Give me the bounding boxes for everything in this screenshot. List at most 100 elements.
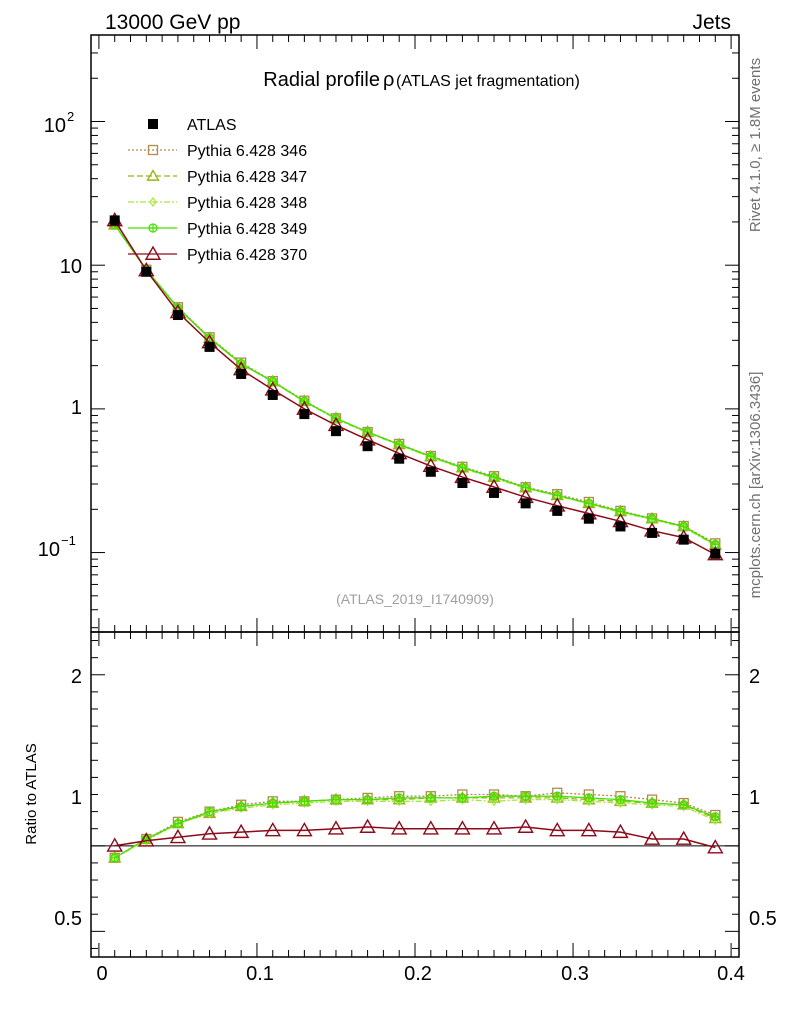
legend-symbols xyxy=(128,119,177,260)
legend-symbol-pythia-6-428-370 xyxy=(144,245,162,260)
x-tick-label-0.2: 0.2 xyxy=(404,963,432,985)
ratio-point-pythia-6-428-348 xyxy=(427,796,435,807)
ratio-point-pythia-6-428-349 xyxy=(647,798,657,808)
main-line-pythia-6-428-370 xyxy=(114,219,716,556)
ratio-line-pythia-6-428-346 xyxy=(114,792,716,859)
ratio-point-pythia-6-428-349 xyxy=(110,853,120,863)
ratio-y-tick-label-right-1: 1 xyxy=(749,787,760,809)
main-point-atlas xyxy=(394,453,405,464)
ratio-point-pythia-6-428-349-cross xyxy=(679,800,688,809)
main-point-atlas xyxy=(615,521,626,532)
ratio-point-pythia-6-428-370 xyxy=(707,839,724,854)
ratio-point-pythia-6-428-370 xyxy=(643,830,661,845)
series-layer xyxy=(106,211,724,863)
ratio-point-pythia-6-428-349-cross xyxy=(553,792,562,801)
ratio-y-tick-label-right-2: 2 xyxy=(749,666,760,688)
main-point-atlas xyxy=(710,548,721,559)
main-line-pythia-6-428-347 xyxy=(114,224,716,546)
x-tick-label-0.3: 0.3 xyxy=(561,963,589,985)
ratio-point-pythia-6-428-349-cross xyxy=(110,853,119,862)
ratio-point-pythia-6-428-349 xyxy=(584,793,594,803)
legend-label-347: Pythia 6.428 347 xyxy=(187,169,307,186)
ratio-point-pythia-6-428-349 xyxy=(362,794,373,805)
ratio-point-pythia-6-428-349-cross xyxy=(521,792,530,801)
chart-subtitle: (ATLAS jet fragmentation) xyxy=(396,73,580,90)
ratio-point-pythia-6-428-370 xyxy=(485,820,503,835)
ratio-point-pythia-6-428-347 xyxy=(487,791,501,803)
main-point-atlas xyxy=(552,505,563,516)
ratio-point-pythia-6-428-349 xyxy=(204,806,215,817)
ratio-point-pythia-6-428-349-cross xyxy=(616,795,625,804)
ratio-point-pythia-6-428-370 xyxy=(612,823,629,839)
main-point-atlas xyxy=(109,215,120,226)
main-point-atlas xyxy=(330,426,341,437)
axis-ticks xyxy=(91,34,739,957)
ratio-y-tick-label-right-0.5: 0.5 xyxy=(749,908,777,930)
main-point-pythia-6-428-349 xyxy=(647,514,657,524)
y-tick-label-0.1-base: 10 xyxy=(38,539,60,561)
ratio-point-pythia-6-428-349 xyxy=(679,800,689,810)
ratio-point-pythia-6-428-370 xyxy=(580,822,598,837)
ratio-point-pythia-6-428-349-cross xyxy=(363,795,372,804)
ratio-point-pythia-6-428-349 xyxy=(394,793,404,803)
ratio-point-pythia-6-428-347 xyxy=(518,791,533,803)
side-label-mcplots: mcplots.cern.ch [arXiv:1306.3436] xyxy=(747,372,764,599)
ratio-point-pythia-6-428-370 xyxy=(422,820,440,835)
legend-symbol-pythia-6-428-349 xyxy=(148,223,158,233)
ratio-point-pythia-6-428-349 xyxy=(615,794,626,805)
ratio-point-pythia-6-428-347 xyxy=(392,792,406,805)
legend-symbol-atlas xyxy=(148,119,158,129)
ratio-point-pythia-6-428-347 xyxy=(582,792,596,805)
ratio-point-pythia-6-428-349-cross xyxy=(237,802,246,811)
ratio-point-pythia-6-428-370 xyxy=(201,825,218,840)
main-point-atlas xyxy=(678,534,689,545)
ratio-point-pythia-6-428-349 xyxy=(299,796,310,806)
side-label-rivet: Rivet 4.1.0, ≥ 1.8M events xyxy=(747,58,764,232)
ratio-point-pythia-6-428-370 xyxy=(138,832,155,847)
ratio-point-pythia-6-428-349-cross xyxy=(268,799,277,808)
ratio-point-pythia-6-428-349-cross xyxy=(648,799,657,808)
ratio-y-tick-label-2: 2 xyxy=(71,666,82,688)
ratio-point-pythia-6-428-347 xyxy=(550,791,564,803)
ratio-point-pythia-6-428-349-cross xyxy=(458,793,467,802)
ratio-point-pythia-6-428-349 xyxy=(520,791,531,801)
ratio-point-pythia-6-428-370 xyxy=(106,837,123,852)
ratio-point-pythia-6-428-348 xyxy=(711,815,720,826)
x-tick-label-0: 0 xyxy=(96,963,107,985)
main-point-atlas xyxy=(204,341,215,352)
legend-symbol-pythia-6-428-348 xyxy=(149,197,157,207)
ratio-point-pythia-6-428-370 xyxy=(169,828,187,844)
ratio-point-pythia-6-428-370 xyxy=(390,820,408,835)
ratio-point-pythia-6-428-349-cross xyxy=(426,793,435,802)
main-line-pythia-6-428-349 xyxy=(114,224,716,545)
ratio-ylabel: Ratio to ATLAS xyxy=(23,743,40,844)
ratio-point-pythia-6-428-349-cross xyxy=(300,797,309,806)
main-point-atlas xyxy=(267,389,278,400)
main-point-pythia-6-428-349-cross xyxy=(679,522,688,531)
ratio-point-pythia-6-428-370 xyxy=(232,823,250,839)
ratio-point-pythia-6-428-349 xyxy=(268,798,278,808)
y-tick-label-1: 1 xyxy=(71,397,82,419)
ratio-y-tick-label-0.5: 0.5 xyxy=(54,908,82,930)
y-tick-label-10: 10 xyxy=(60,256,82,278)
ratio-point-pythia-6-428-347 xyxy=(708,811,722,824)
main-point-atlas xyxy=(425,466,436,477)
ratio-point-pythia-6-428-349-cross xyxy=(173,819,182,828)
ratio-point-pythia-6-428-349 xyxy=(426,793,436,803)
legend: ATLAS Pythia 6.428 346 Pythia 6.428 347 … xyxy=(187,117,307,264)
main-point-atlas xyxy=(299,409,310,420)
main-line-pythia-6-428-348 xyxy=(114,224,716,547)
chart-title: Radial profile xyxy=(263,69,380,91)
legend-label-348: Pythia 6.428 348 xyxy=(187,195,307,212)
ratio-line-pythia-6-428-348 xyxy=(114,798,716,859)
y-tick-label-0.1-exp: −1 xyxy=(61,533,76,548)
analysis-watermark: (ATLAS_2019_I1740909) xyxy=(336,591,494,607)
ratio-point-pythia-6-428-370 xyxy=(517,818,534,833)
header-right-label: Jets xyxy=(692,11,731,34)
ratio-point-pythia-6-428-349 xyxy=(173,818,183,829)
ratio-point-pythia-6-428-370 xyxy=(675,830,692,845)
ratio-point-pythia-6-428-349 xyxy=(552,791,562,801)
ratio-point-pythia-6-428-348 xyxy=(395,796,403,807)
ratio-point-pythia-6-428-348 xyxy=(616,798,625,809)
